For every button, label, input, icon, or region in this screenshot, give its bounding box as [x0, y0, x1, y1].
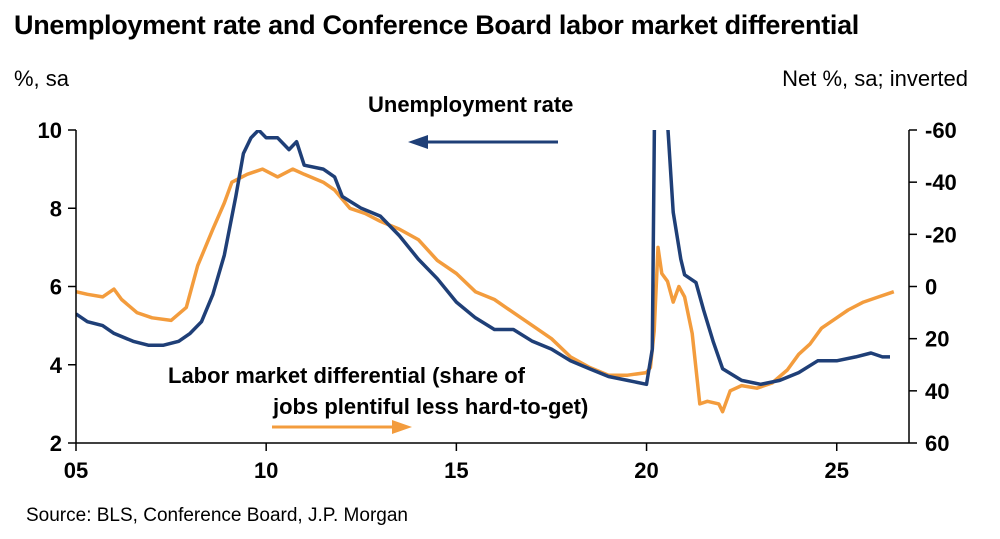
- right-tick-label: -20: [925, 222, 957, 247]
- right-tick-label: 0: [925, 275, 937, 300]
- left-tick-label: 6: [50, 275, 62, 300]
- series-line-unemployment-rate: [76, 130, 890, 387]
- chart-title: Unemployment rate and Conference Board l…: [14, 10, 859, 40]
- arrow-left-icon: [408, 135, 428, 149]
- left-tick-label: 10: [38, 118, 62, 143]
- x-tick-label: 25: [824, 458, 848, 483]
- right-tick-label: -60: [925, 118, 957, 143]
- chart-canvas: 2 4 6 8 10 -60 -40 -20 0 20 40 60 05 10 15 20 25 Unemplo…: [38, 92, 957, 483]
- x-tick-label: 15: [444, 458, 468, 483]
- annotation-differential-line2: jobs plentiful less hard-to-get): [272, 394, 588, 419]
- right-tick-label: 60: [925, 431, 949, 456]
- left-axis-label: %, sa: [14, 66, 70, 91]
- right-tick-label: 40: [925, 379, 949, 404]
- source-note: Source: BLS, Conference Board, J.P. Morg…: [26, 505, 408, 526]
- left-tick-label: 2: [50, 431, 62, 456]
- left-tick-label: 4: [50, 353, 63, 378]
- right-tick-label: 20: [925, 327, 949, 352]
- left-tick-label: 8: [50, 196, 62, 221]
- x-tick-label: 10: [254, 458, 278, 483]
- right-tick-label: -40: [925, 170, 957, 195]
- series-line-labor-differential: [76, 167, 895, 414]
- tick-layer: 2 4 6 8 10 -60 -40 -20 0 20 40 60 05 10 15 20 25: [38, 118, 957, 483]
- annotation-differential-line1: Labor market differential (share of: [168, 363, 526, 388]
- x-tick-label: 05: [64, 458, 88, 483]
- right-axis-label: Net %, sa; inverted: [782, 66, 968, 91]
- x-tick-label: 20: [634, 458, 658, 483]
- arrow-right-icon: [392, 420, 412, 434]
- annotation-unemployment-rate: Unemployment rate: [368, 92, 573, 117]
